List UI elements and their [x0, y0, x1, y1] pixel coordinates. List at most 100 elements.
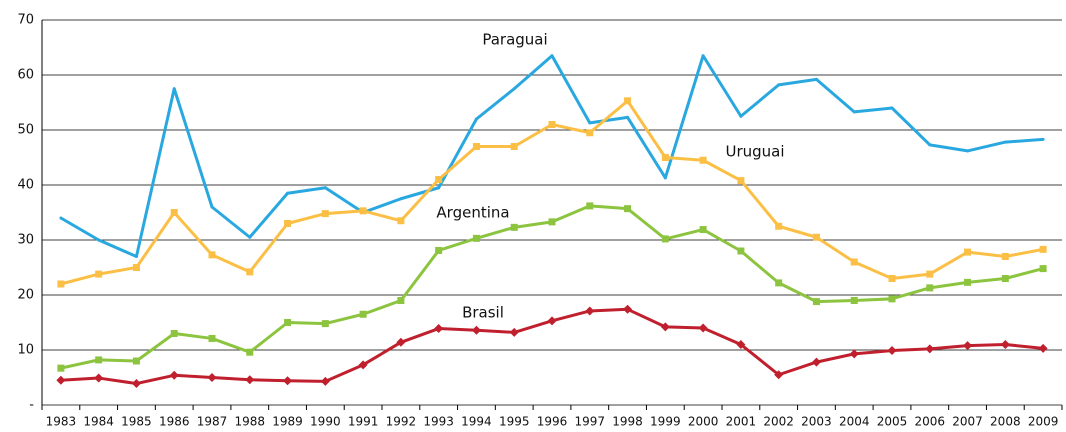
point: [849, 349, 859, 359]
x-tick-label: 1993: [423, 415, 454, 429]
point: [94, 373, 104, 383]
point: [245, 375, 255, 385]
x-tick-label: 1997: [575, 415, 606, 429]
point: [966, 149, 970, 153]
x-tick-label: 1996: [537, 415, 568, 429]
series-label: Brasil: [462, 304, 504, 322]
point: [435, 246, 443, 254]
point: [170, 330, 178, 337]
point: [397, 297, 405, 304]
point: [472, 234, 480, 242]
point: [434, 324, 444, 334]
x-tick-label: 1990: [310, 415, 341, 429]
point: [131, 379, 141, 389]
point: [169, 370, 179, 380]
point: [888, 295, 896, 303]
point: [321, 320, 329, 328]
point: [623, 304, 633, 314]
y-tick-label: 40: [17, 178, 34, 193]
point: [399, 197, 403, 201]
point: [699, 226, 707, 234]
point: [509, 327, 519, 337]
point: [925, 344, 935, 354]
point: [283, 376, 293, 386]
point: [850, 258, 858, 266]
x-tick-label: 2000: [688, 415, 719, 429]
point: [926, 284, 934, 292]
point: [661, 154, 669, 161]
x-tick-label: 2002: [763, 415, 794, 429]
x-tick-label: 1991: [348, 415, 379, 429]
point: [472, 143, 480, 150]
x-tick-label: 1995: [499, 415, 530, 429]
y-tick-label: 50: [17, 123, 34, 138]
point: [284, 319, 292, 326]
point: [210, 205, 214, 209]
point: [586, 129, 594, 137]
x-tick-label: 1999: [650, 415, 681, 429]
y-tick-label: 70: [17, 13, 34, 28]
point: [698, 323, 708, 333]
point: [284, 220, 292, 227]
x-tick-label: 1985: [121, 415, 152, 429]
x-tick-label: 2005: [877, 415, 908, 429]
point: [57, 364, 65, 372]
point: [286, 191, 290, 195]
point: [548, 218, 556, 226]
point: [777, 83, 781, 87]
point: [437, 186, 441, 190]
point: [964, 248, 972, 256]
point: [586, 202, 594, 210]
point: [699, 156, 707, 164]
point: [170, 209, 178, 216]
x-tick-label: 1994: [461, 415, 492, 429]
point: [588, 121, 592, 125]
x-tick-label: 1992: [386, 415, 417, 429]
point: [132, 264, 140, 271]
x-tick-label: 2001: [726, 415, 757, 429]
x-tick-label: 1987: [197, 415, 228, 429]
point: [626, 115, 630, 119]
point: [701, 54, 705, 58]
x-tick-label: 1989: [272, 415, 303, 429]
point: [585, 306, 595, 316]
x-tick-label: 1988: [235, 415, 266, 429]
y-tick-label: 60: [17, 68, 34, 83]
point: [95, 270, 103, 278]
point: [811, 357, 821, 367]
point: [512, 87, 516, 91]
point: [739, 114, 743, 118]
point: [57, 280, 65, 288]
point: [396, 337, 406, 347]
point: [964, 278, 972, 286]
point: [661, 235, 669, 243]
point: [134, 255, 138, 258]
point: [550, 54, 554, 58]
point: [323, 186, 327, 190]
point: [1001, 253, 1009, 260]
point: [248, 235, 252, 239]
series-label: Argentina: [436, 204, 509, 222]
point: [1003, 140, 1007, 144]
point: [207, 373, 217, 382]
point: [95, 356, 103, 364]
point: [358, 360, 368, 370]
point: [359, 310, 367, 318]
point: [547, 316, 557, 326]
point: [132, 357, 140, 365]
point: [246, 348, 254, 356]
y-tick-label: 10: [17, 343, 34, 358]
point: [887, 346, 897, 356]
point: [814, 77, 818, 81]
x-tick-label: 2008: [990, 415, 1021, 429]
point: [624, 97, 632, 105]
point: [321, 210, 329, 218]
series-line: [60, 54, 1044, 258]
point: [775, 279, 783, 287]
point: [660, 322, 670, 332]
point: [926, 270, 934, 278]
x-tick-label: 2006: [915, 415, 946, 429]
point: [1000, 340, 1010, 349]
